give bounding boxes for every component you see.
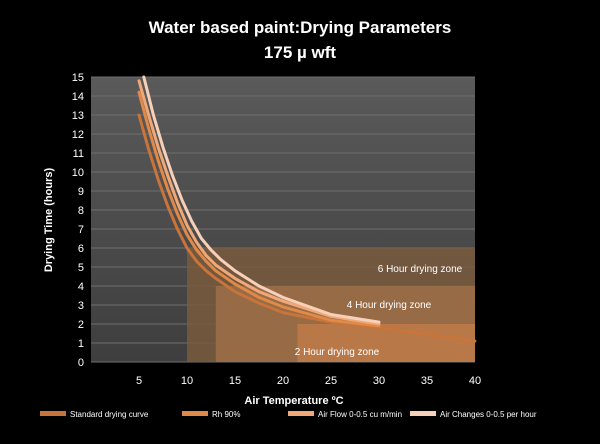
chart-subtitle: 175 µ wft (263, 43, 337, 62)
zone-label-2: 2 Hour drying zone (295, 347, 380, 358)
y-tick-label-4: 4 (78, 281, 84, 293)
x-tick-label-3: 20 (277, 375, 289, 387)
zone-label-1: 4 Hour drying zone (347, 300, 432, 311)
y-tick-label-13: 13 (72, 110, 84, 122)
y-tick-label-12: 12 (72, 129, 84, 141)
y-tick-label-10: 10 (72, 167, 84, 179)
legend: Standard drying curve Rh 90% Air Flow 0-0.… (40, 410, 537, 419)
y-tick-label-11: 11 (73, 148, 84, 160)
legend-label-1: Rh 90% (212, 410, 240, 419)
series-line-2 (137, 79, 381, 326)
legend-label-0: Standard drying curve (70, 410, 149, 419)
y-tick-label-9: 9 (78, 186, 84, 198)
x-tick-label-7: 40 (469, 375, 481, 387)
y-axis-title: Drying Time (hours) (43, 168, 55, 273)
y-tick-label-3: 3 (78, 300, 84, 312)
legend-label-3: Air Changes 0-0.5 per hour (440, 410, 537, 419)
x-tick-label-4: 25 (325, 375, 337, 387)
y-tick-label-0: 0 (78, 357, 84, 369)
series-line-0 (137, 113, 477, 343)
x-tick-label-6: 35 (421, 375, 433, 387)
x-tick-label-1: 10 (181, 375, 193, 387)
x-axis-title: Air Temperature ºC (244, 395, 343, 407)
y-tick-label-15: 15 (72, 72, 84, 84)
x-tick-label-0: 5 (136, 375, 142, 387)
x-tick-label-2: 15 (229, 375, 241, 387)
chart-title: Water based paint:Drying Parameters (148, 18, 452, 37)
y-tick-label-2: 2 (78, 319, 84, 331)
legend-swatch-0 (40, 411, 66, 416)
legend-label-2: Air Flow 0-0.5 cu m/min (318, 410, 402, 419)
legend-swatch-2 (288, 411, 314, 416)
y-tick-label-6: 6 (78, 243, 84, 255)
legend-swatch-1 (182, 411, 208, 416)
y-tick-label-1: 1 (78, 338, 84, 350)
series-line-3 (142, 75, 381, 324)
x-tick-label-5: 30 (373, 375, 385, 387)
y-tick-label-8: 8 (78, 205, 84, 217)
series-line-1 (137, 90, 381, 328)
y-tick-label-14: 14 (72, 91, 84, 103)
zone-label-0: 6 Hour drying zone (378, 264, 463, 275)
drying-zone-2 (297, 324, 475, 362)
legend-swatch-3 (410, 411, 436, 416)
y-tick-label-7: 7 (78, 224, 84, 236)
y-tick-label-5: 5 (78, 262, 84, 274)
